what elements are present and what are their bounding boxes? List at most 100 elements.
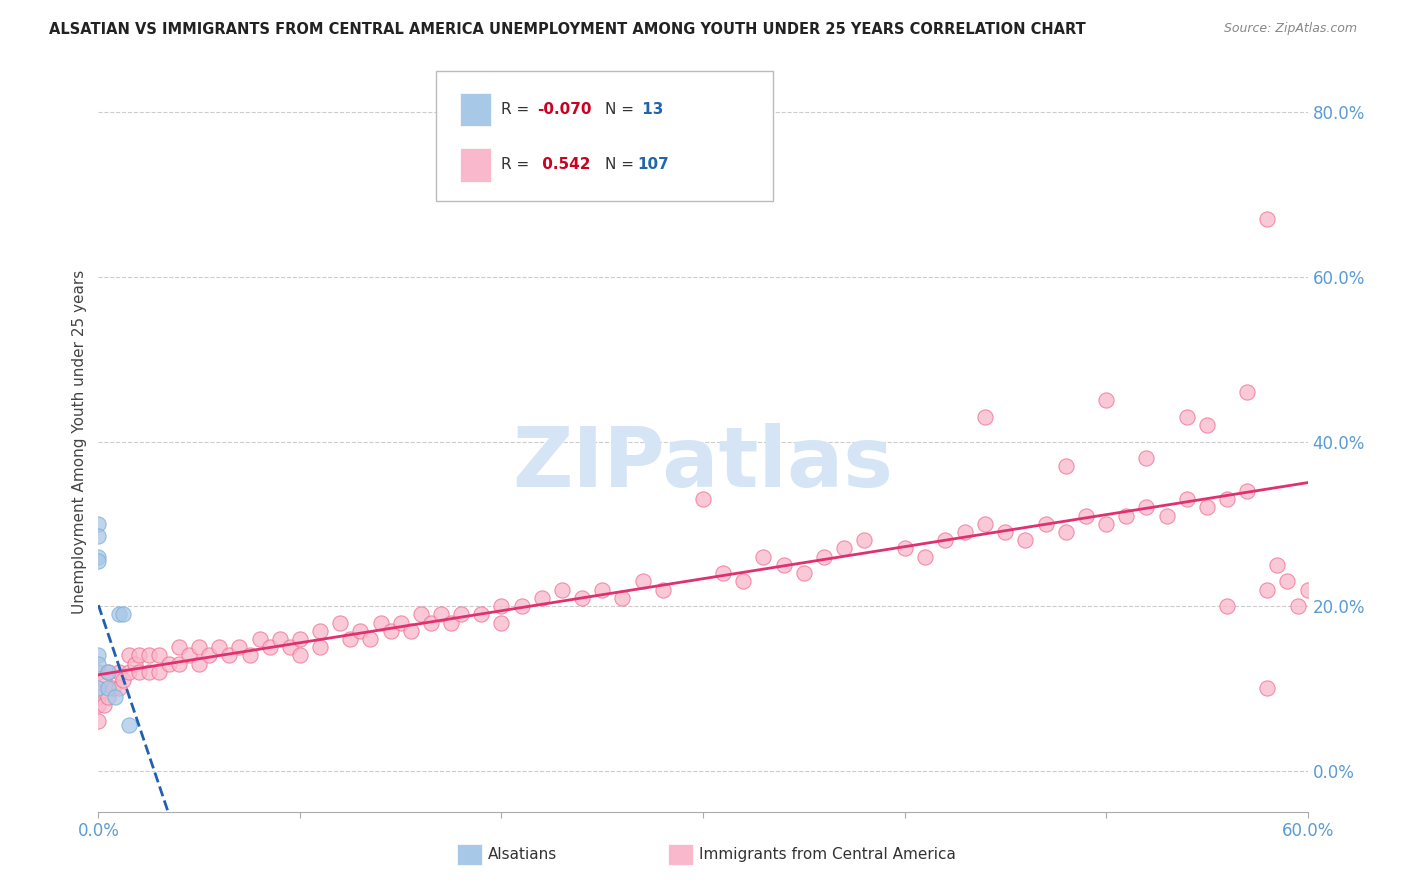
Point xyxy=(97,665,120,679)
Point xyxy=(87,681,110,696)
Point xyxy=(1216,599,1239,613)
Point xyxy=(97,681,120,696)
Point xyxy=(1035,516,1057,531)
Point xyxy=(752,549,775,564)
Point xyxy=(188,640,211,655)
Point xyxy=(612,591,634,605)
Point xyxy=(87,549,110,564)
Point xyxy=(1054,524,1077,539)
Point xyxy=(288,632,311,646)
Point xyxy=(1216,492,1239,507)
Point xyxy=(853,533,876,548)
Point xyxy=(1074,508,1097,523)
Point xyxy=(128,665,150,679)
Text: N =: N = xyxy=(605,157,638,172)
Point xyxy=(138,665,160,679)
Point xyxy=(1054,459,1077,474)
Point xyxy=(893,541,915,556)
Point xyxy=(208,640,231,655)
Point xyxy=(470,607,492,622)
Point xyxy=(138,648,160,663)
Point xyxy=(198,648,221,663)
Point xyxy=(87,665,110,679)
Point xyxy=(711,566,734,581)
Point xyxy=(360,632,382,646)
Point xyxy=(218,648,240,663)
Point xyxy=(87,529,110,543)
Point xyxy=(329,615,352,630)
Point xyxy=(157,657,180,671)
Point xyxy=(87,554,110,568)
Point xyxy=(148,665,170,679)
Point xyxy=(93,698,115,712)
Point xyxy=(1195,418,1218,433)
Point xyxy=(107,681,129,696)
Point xyxy=(1267,558,1289,572)
Point xyxy=(87,714,110,729)
Point xyxy=(111,673,134,687)
Point xyxy=(1236,483,1258,498)
Point xyxy=(380,624,402,638)
Point xyxy=(1156,508,1178,523)
Point xyxy=(128,648,150,663)
Point xyxy=(167,640,190,655)
Point xyxy=(440,615,463,630)
Point xyxy=(97,665,120,679)
Point xyxy=(389,615,412,630)
Point xyxy=(420,615,443,630)
Point xyxy=(87,690,110,704)
Point xyxy=(97,690,120,704)
Point xyxy=(530,591,553,605)
Text: ZIPatlas: ZIPatlas xyxy=(513,423,893,504)
Point xyxy=(87,681,110,696)
Point xyxy=(107,665,129,679)
Point xyxy=(107,607,129,622)
Point xyxy=(914,549,936,564)
Point xyxy=(188,657,211,671)
Point xyxy=(1256,212,1278,227)
Point xyxy=(309,624,332,638)
Point xyxy=(179,648,201,663)
Point xyxy=(409,607,432,622)
Point xyxy=(1175,409,1198,424)
Text: -0.070: -0.070 xyxy=(537,102,592,117)
Point xyxy=(148,648,170,663)
Point xyxy=(974,409,997,424)
Point xyxy=(309,640,332,655)
Text: R =: R = xyxy=(501,157,534,172)
Point xyxy=(399,624,422,638)
Y-axis label: Unemployment Among Youth under 25 years: Unemployment Among Youth under 25 years xyxy=(72,269,87,614)
Point xyxy=(832,541,855,556)
Point xyxy=(111,607,134,622)
Point xyxy=(349,624,371,638)
Point xyxy=(118,665,141,679)
Point xyxy=(591,582,613,597)
Text: Source: ZipAtlas.com: Source: ZipAtlas.com xyxy=(1223,22,1357,36)
Point xyxy=(1095,516,1118,531)
Point xyxy=(124,657,146,671)
Point xyxy=(1175,492,1198,507)
Point xyxy=(1296,582,1319,597)
Point xyxy=(239,648,262,663)
Point xyxy=(692,492,714,507)
Point xyxy=(733,574,755,589)
Text: R =: R = xyxy=(501,102,534,117)
Text: N =: N = xyxy=(605,102,638,117)
Point xyxy=(1195,500,1218,515)
Point xyxy=(1256,681,1278,696)
Point xyxy=(269,632,291,646)
Point xyxy=(994,524,1017,539)
Text: 107: 107 xyxy=(637,157,669,172)
Point xyxy=(288,648,311,663)
Point xyxy=(87,698,110,712)
Point xyxy=(228,640,250,655)
Point xyxy=(1236,385,1258,400)
Point xyxy=(491,599,513,613)
Point xyxy=(974,516,997,531)
Point xyxy=(101,681,124,696)
Point xyxy=(953,524,976,539)
Point xyxy=(87,516,110,531)
Point xyxy=(793,566,815,581)
Point xyxy=(167,657,190,671)
Point xyxy=(651,582,673,597)
